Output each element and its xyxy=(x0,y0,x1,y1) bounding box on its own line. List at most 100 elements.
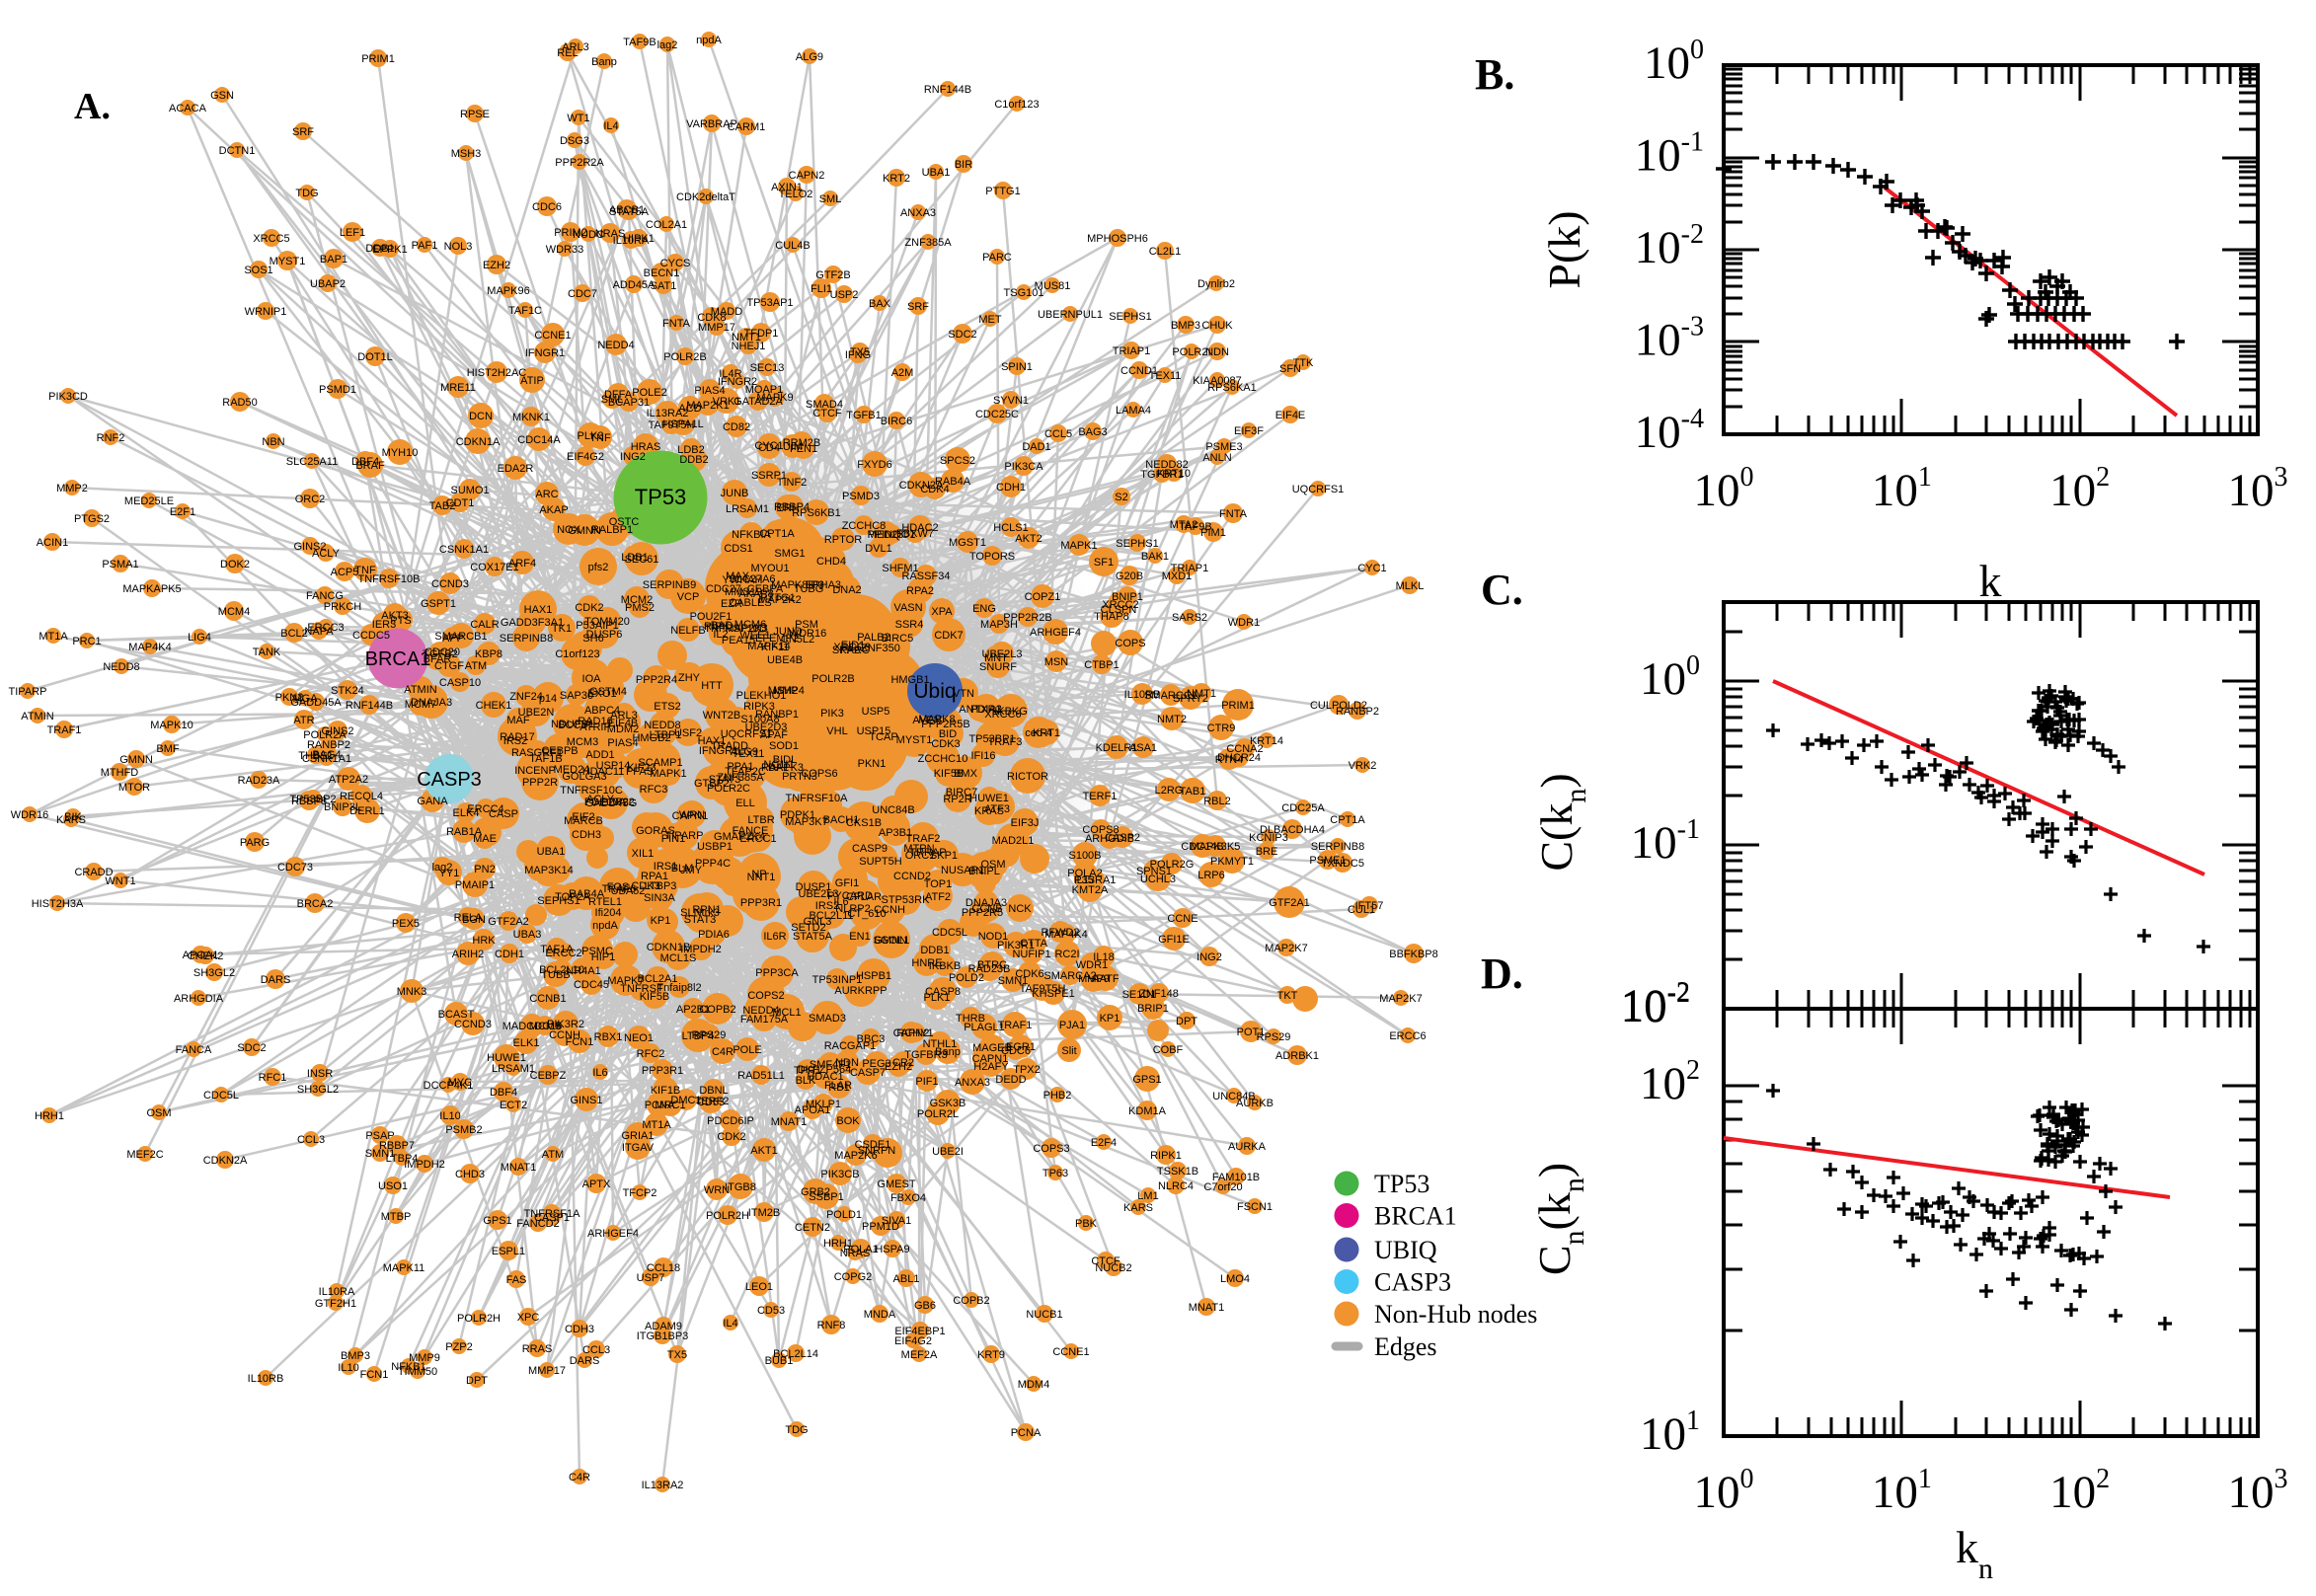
svg-text:XPC: XPC xyxy=(517,1312,540,1324)
svg-text:PKN1: PKN1 xyxy=(858,758,887,770)
svg-text:SUMO1: SUMO1 xyxy=(450,485,489,496)
svg-text:PRC1: PRC1 xyxy=(72,636,101,647)
svg-text:BRAF: BRAF xyxy=(355,460,385,472)
svg-text:FAS: FAS xyxy=(506,1274,527,1286)
svg-text:MAPK96: MAPK96 xyxy=(487,285,529,297)
svg-text:AXIN1: AXIN1 xyxy=(771,182,803,193)
svg-text:CD53: CD53 xyxy=(757,1305,785,1317)
svg-text:CHUK: CHUK xyxy=(1201,320,1233,332)
svg-text:GMEST: GMEST xyxy=(877,1178,915,1190)
svg-text:APP: APP xyxy=(442,633,464,645)
svg-text:CN5L2: CN5L2 xyxy=(781,634,814,646)
svg-text:S2: S2 xyxy=(1115,492,1127,503)
svg-text:GRB2: GRB2 xyxy=(801,1186,830,1198)
svg-text:C4R: C4R xyxy=(569,1472,590,1483)
svg-text:CDH3: CDH3 xyxy=(572,829,601,841)
svg-text:CARM1: CARM1 xyxy=(728,121,766,133)
svg-text:FLAR: FLAR xyxy=(824,1080,852,1092)
svg-text:LTBP3: LTBP3 xyxy=(645,880,677,892)
svg-text:C1orf123: C1orf123 xyxy=(994,99,1039,111)
svg-text:SPCS2: SPCS2 xyxy=(940,455,975,467)
svg-text:k: k xyxy=(1979,556,2002,606)
svg-text:GTF2A2: GTF2A2 xyxy=(488,916,529,928)
svg-text:MCM4: MCM4 xyxy=(218,606,250,618)
svg-text:TAB1: TAB1 xyxy=(1180,786,1206,798)
svg-text:CCND3: CCND3 xyxy=(431,578,469,590)
svg-text:ARL3: ARL3 xyxy=(562,41,589,53)
svg-text:KARS: KARS xyxy=(1123,1202,1153,1214)
svg-text:CCL5: CCL5 xyxy=(1044,428,1072,440)
svg-text:PIK3CB: PIK3CB xyxy=(820,1169,859,1180)
svg-text:RAD23B: RAD23B xyxy=(968,963,1011,975)
svg-text:ORC2: ORC2 xyxy=(295,494,326,505)
svg-text:EZH2: EZH2 xyxy=(483,260,510,271)
svg-text:RNF2: RNF2 xyxy=(97,432,125,444)
svg-text:XIL1: XIL1 xyxy=(632,848,655,860)
svg-text:CCNB1: CCNB1 xyxy=(529,993,566,1005)
svg-text:COPB2: COPB2 xyxy=(953,1295,989,1307)
svg-text:IFNGR1: IFNGR1 xyxy=(699,745,738,757)
svg-text:ARIH2: ARIH2 xyxy=(452,949,484,960)
svg-text:UBE4B: UBE4B xyxy=(767,654,803,666)
svg-text:CALR: CALR xyxy=(470,619,499,631)
svg-text:UCHL3: UCHL3 xyxy=(1140,874,1176,885)
svg-text:MRE11: MRE11 xyxy=(440,382,476,394)
svg-text:HSPB1: HSPB1 xyxy=(856,970,891,982)
svg-text:RNF8: RNF8 xyxy=(817,1320,846,1331)
svg-text:RNF144B: RNF144B xyxy=(346,700,393,712)
svg-text:CDC25C: CDC25C xyxy=(975,409,1019,420)
svg-text:SLC25A11: SLC25A11 xyxy=(286,456,338,468)
svg-text:DBNL: DBNL xyxy=(699,1085,728,1097)
svg-text:PCNA: PCNA xyxy=(1011,1427,1042,1439)
svg-text:SRF: SRF xyxy=(907,301,929,313)
svg-text:BAG3: BAG3 xyxy=(1078,426,1107,438)
svg-text:UNC84B: UNC84B xyxy=(872,804,914,816)
svg-text:NDUFS1: NDUFS1 xyxy=(551,719,594,730)
svg-text:DDB1: DDB1 xyxy=(920,945,949,956)
svg-text:FCN1: FCN1 xyxy=(360,1369,389,1381)
svg-text:MAP4K4: MAP4K4 xyxy=(128,642,171,653)
svg-text:UBERNPUL1: UBERNPUL1 xyxy=(1038,309,1103,321)
svg-text:MNAT1: MNAT1 xyxy=(1189,1302,1224,1314)
svg-text:CDKN2A: CDKN2A xyxy=(203,1155,248,1167)
svg-text:DNAJA3: DNAJA3 xyxy=(411,697,452,709)
svg-text:OSM: OSM xyxy=(146,1107,171,1119)
svg-text:CDKN1A: CDKN1A xyxy=(456,436,501,448)
svg-text:MNT: MNT xyxy=(984,652,1008,664)
svg-text:C4R: C4R xyxy=(712,1046,733,1058)
svg-text:ZNF148: ZNF148 xyxy=(1139,988,1179,1000)
svg-text:GTF2B: GTF2B xyxy=(815,269,850,281)
svg-text:TSSK1B: TSSK1B xyxy=(1157,1166,1198,1178)
svg-text:UQCRFS1: UQCRFS1 xyxy=(1292,484,1345,495)
svg-text:LEF1: LEF1 xyxy=(340,227,365,239)
svg-text:GMNN: GMNN xyxy=(119,754,153,766)
svg-text:POLE: POLE xyxy=(733,1044,761,1056)
svg-text:POLD1: POLD1 xyxy=(826,1209,862,1221)
svg-text:TOP2A: TOP2A xyxy=(555,891,591,903)
svg-text:IL13RA2: IL13RA2 xyxy=(647,408,689,419)
svg-text:ENG: ENG xyxy=(972,603,996,615)
svg-text:ALG9: ALG9 xyxy=(796,51,823,63)
svg-text:MAD2L1: MAD2L1 xyxy=(992,835,1035,847)
svg-text:MED23: MED23 xyxy=(868,529,904,541)
svg-text:BIK: BIK xyxy=(64,811,82,823)
svg-text:SEC13: SEC13 xyxy=(750,362,785,374)
svg-text:ELK1: ELK1 xyxy=(513,1037,540,1049)
svg-text:NNT1: NNT1 xyxy=(747,872,776,883)
svg-text:PYCARD: PYCARD xyxy=(827,890,873,902)
svg-text:IL10: IL10 xyxy=(439,1110,460,1122)
svg-text:CETN2: CETN2 xyxy=(795,1222,830,1234)
svg-text:COPS: COPS xyxy=(1115,638,1145,649)
svg-text:CDC45: CDC45 xyxy=(574,979,609,991)
svg-text:SDC2: SDC2 xyxy=(237,1042,266,1054)
svg-text:MAP3K14: MAP3K14 xyxy=(524,865,574,876)
svg-text:PRIM1: PRIM1 xyxy=(361,53,395,65)
svg-text:RBL2: RBL2 xyxy=(1203,796,1231,807)
svg-text:ARHGDIA: ARHGDIA xyxy=(174,993,224,1005)
svg-text:HTT: HTT xyxy=(701,680,723,692)
svg-text:ACLY: ACLY xyxy=(312,548,341,560)
svg-text:LTBP4: LTBP4 xyxy=(386,1153,419,1165)
svg-text:lag2: lag2 xyxy=(657,39,678,51)
svg-text:ITM2B: ITM2B xyxy=(748,1207,780,1219)
svg-text:UNC84B: UNC84B xyxy=(1212,1091,1255,1102)
